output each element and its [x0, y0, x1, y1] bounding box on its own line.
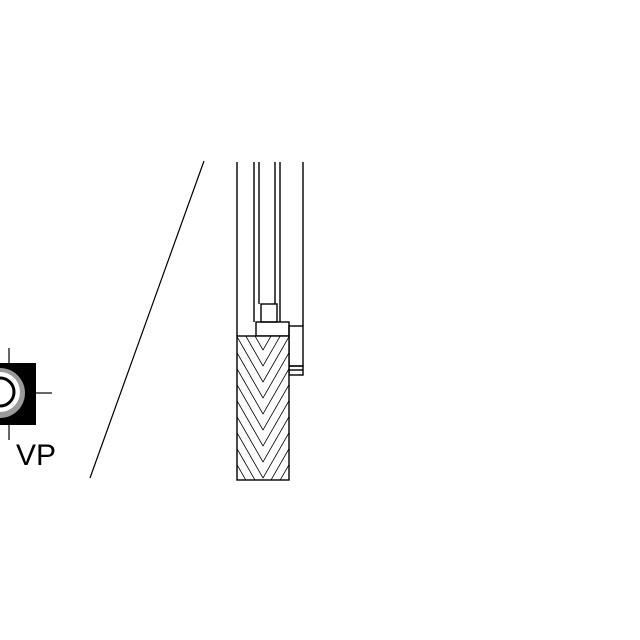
viewpoint-marker-icon [0, 348, 52, 440]
sight-line [89, 160, 205, 479]
window-section [236, 162, 304, 376]
viewpoint-label: VP [16, 439, 56, 472]
wooden-sill [236, 335, 290, 481]
